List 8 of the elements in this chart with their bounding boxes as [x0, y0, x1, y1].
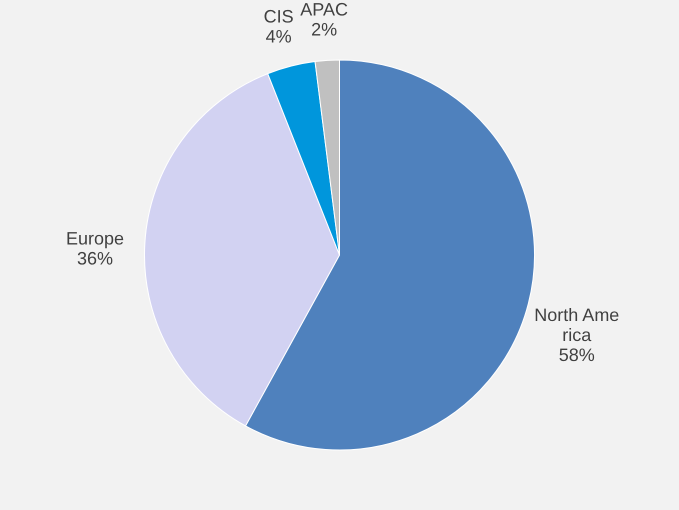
- slice-label: APAC: [300, 0, 348, 20]
- data-label: 36%: [76, 248, 113, 269]
- slice-label: Europe: [66, 228, 124, 249]
- data-label: 2%: [311, 19, 338, 40]
- data-label: 58%: [558, 344, 595, 365]
- slice-label: North America: [534, 304, 620, 345]
- slice-label: CIS: [264, 6, 294, 27]
- data-label: 4%: [266, 26, 292, 47]
